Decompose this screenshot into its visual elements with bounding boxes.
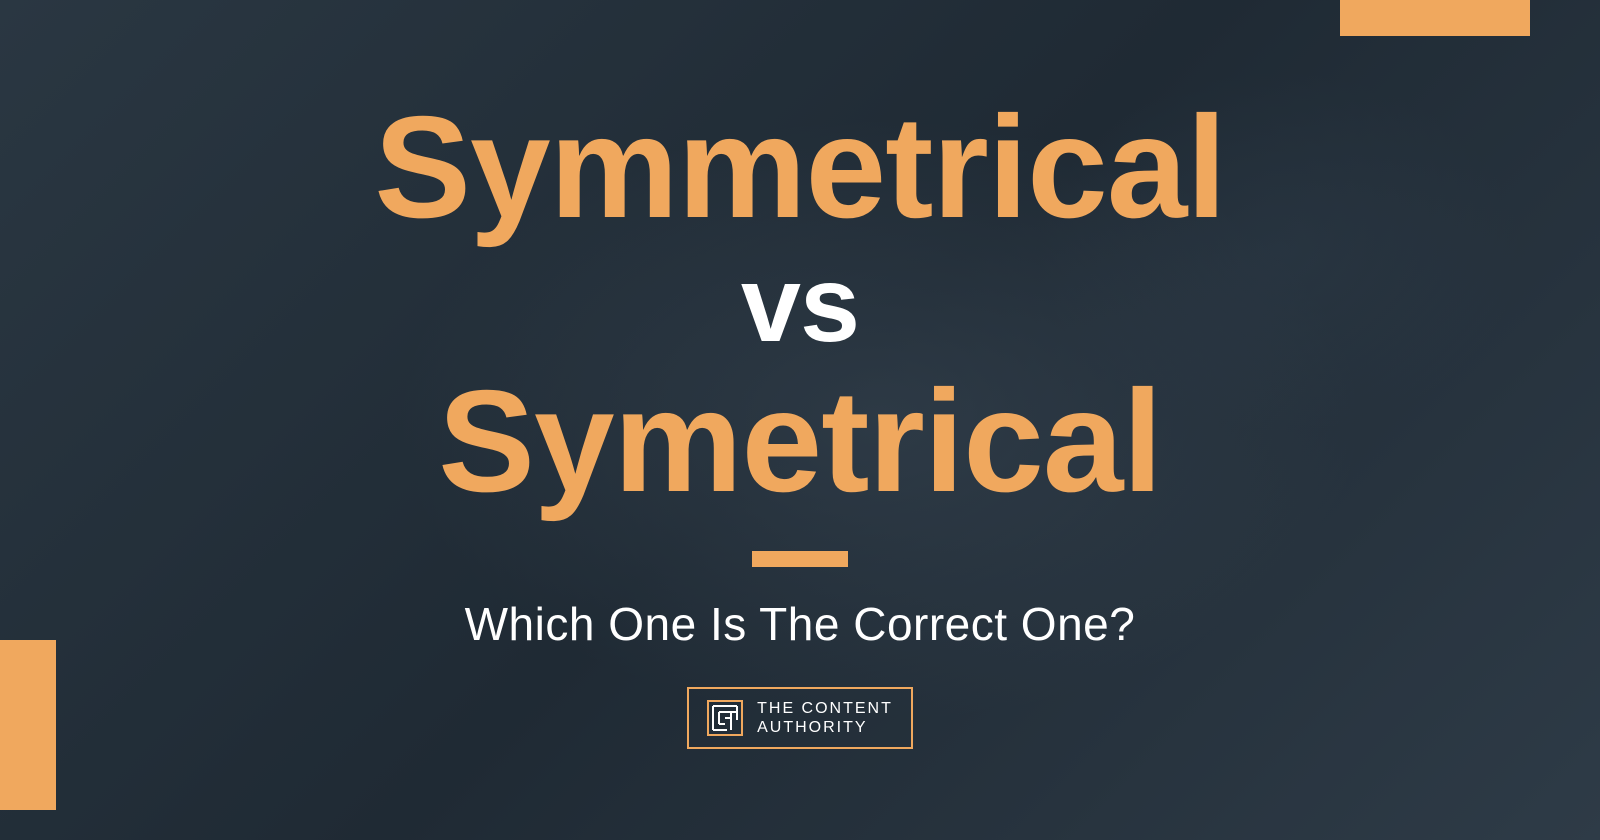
brand-maze-icon — [707, 700, 743, 736]
brand-logo-text: THE CONTENT AUTHORITY — [757, 699, 893, 737]
brand-logo-box: THE CONTENT AUTHORITY — [687, 687, 913, 749]
main-content: Symmetrical vs Symetrical Which One Is T… — [0, 91, 1600, 749]
heading-word-2: Symetrical — [0, 365, 1600, 517]
divider-bar — [752, 551, 848, 567]
heading-vs: vs — [0, 247, 1600, 360]
accent-bar-top-right — [1340, 0, 1530, 36]
heading-word-1: Symmetrical — [0, 91, 1600, 243]
brand-line-1: THE CONTENT — [757, 699, 893, 718]
brand-line-2: AUTHORITY — [757, 718, 893, 737]
subtitle-text: Which One Is The Correct One? — [0, 597, 1600, 651]
